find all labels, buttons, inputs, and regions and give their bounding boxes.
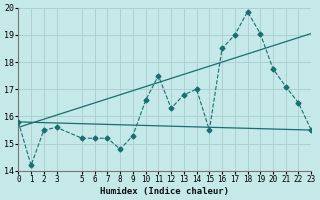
X-axis label: Humidex (Indice chaleur): Humidex (Indice chaleur) xyxy=(100,187,229,196)
